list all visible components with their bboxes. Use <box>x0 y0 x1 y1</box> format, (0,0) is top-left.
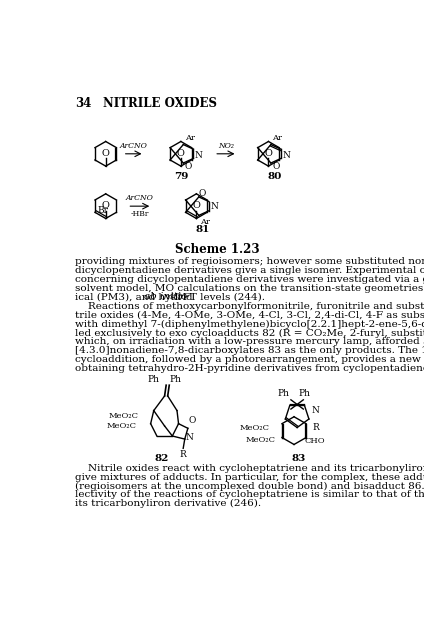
Text: providing mixtures of regioisomers; however some substituted norbornene and: providing mixtures of regioisomers; howe… <box>75 257 424 266</box>
Text: Ph: Ph <box>298 389 311 398</box>
Text: O: O <box>189 416 196 425</box>
Text: O: O <box>102 201 110 210</box>
Text: trile oxides (4-Me, 4-OMe, 3-OMe, 4-Cl, 3-Cl, 2,4-di-Cl, 4-F as substituents): trile oxides (4-Me, 4-OMe, 3-OMe, 4-Cl, … <box>75 311 424 320</box>
Text: N: N <box>195 152 203 161</box>
Text: its tricarbonyliron derivative (246).: its tricarbonyliron derivative (246). <box>75 499 261 508</box>
Text: 34: 34 <box>75 97 91 110</box>
Text: NO₂: NO₂ <box>218 142 234 150</box>
Text: O: O <box>192 201 200 210</box>
Text: Ar: Ar <box>273 134 282 142</box>
Text: solvent model, MO calculations on the transition-state geometries at semiempir-: solvent model, MO calculations on the tr… <box>75 284 424 292</box>
Text: R: R <box>180 450 187 459</box>
Text: give mixtures of adducts. In particular, for the complex, these adducts are 84, : give mixtures of adducts. In particular,… <box>75 472 424 481</box>
Text: 80: 80 <box>268 172 282 181</box>
Text: N: N <box>186 433 193 442</box>
Text: led exclusively to exo cycloadducts 82 (R = CO₂Me, 2-furyl, substituted phenyl),: led exclusively to exo cycloadducts 82 (… <box>75 328 424 338</box>
Text: 83: 83 <box>292 454 306 463</box>
Text: obtaining tetrahydro-2H-pyridine derivatives from cyclopentadiene (245).: obtaining tetrahydro-2H-pyridine derivat… <box>75 364 424 373</box>
Text: Ph: Ph <box>169 374 181 383</box>
Text: O: O <box>198 189 206 198</box>
Text: MeO₂C: MeO₂C <box>107 422 137 430</box>
Text: N: N <box>311 406 319 415</box>
Text: 81: 81 <box>195 225 210 234</box>
Text: CHO: CHO <box>305 437 326 445</box>
Text: MeO₂C: MeO₂C <box>245 436 276 444</box>
Text: which, on irradiation with a low-pressure mercury lamp, afforded 3-azabicyclo: which, on irradiation with a low-pressur… <box>75 337 424 346</box>
Text: Reactions of methoxycarbonylformonitrile, furonitrile and substituted benzoni-: Reactions of methoxycarbonylformonitrile… <box>75 302 424 311</box>
Text: O: O <box>265 148 272 157</box>
Text: O: O <box>177 148 185 157</box>
Text: ArCNO: ArCNO <box>120 142 148 150</box>
Text: MeO₂C: MeO₂C <box>108 412 138 420</box>
Text: lectivity of the reactions of cycloheptatriene is similar to that of the reactio: lectivity of the reactions of cyclohepta… <box>75 490 424 499</box>
Text: 79: 79 <box>174 172 188 181</box>
Text: dicyclopentadiene derivatives give a single isomer. Experimental observations: dicyclopentadiene derivatives give a sin… <box>75 266 424 275</box>
Text: [4.3.0]nonadiene-7,8-dicarboxylates 83 as the only products. The 1,3-dipolar: [4.3.0]nonadiene-7,8-dicarboxylates 83 a… <box>75 346 424 355</box>
Text: Br: Br <box>97 206 108 215</box>
Text: ArCNO: ArCNO <box>126 195 154 202</box>
Text: Scheme 1.23: Scheme 1.23 <box>175 243 259 256</box>
Text: Ph: Ph <box>148 374 160 383</box>
Text: concerning dicyclopentadiene derivatives were investigated via a gas phase and: concerning dicyclopentadiene derivatives… <box>75 275 424 284</box>
Text: O: O <box>272 163 279 172</box>
Text: with dimethyl 7-(diphenylmethylene)bicyclo[2.2.1]hept-2-ene-5,6-dicarboxylate: with dimethyl 7-(diphenylmethylene)bicyc… <box>75 320 424 329</box>
Text: NITRILE OXIDES: NITRILE OXIDES <box>103 97 218 110</box>
Text: MeO₂C: MeO₂C <box>239 424 269 431</box>
Text: 82: 82 <box>154 454 169 463</box>
Text: Nitrile oxides react with cycloheptatriene and its tricarbonyliron complex to: Nitrile oxides react with cycloheptatrie… <box>75 464 424 473</box>
Text: ab initio: ab initio <box>144 292 187 301</box>
Text: -DFT levels (244).: -DFT levels (244). <box>171 292 265 301</box>
Text: R: R <box>312 423 319 432</box>
Text: cycloaddition, followed by a photorearrangement, provides a new method for: cycloaddition, followed by a photorearra… <box>75 355 424 364</box>
Text: Ar: Ar <box>201 218 210 227</box>
Text: (regioisomers at the uncomplexed double bond) and bisadduct 86. The regiose-: (regioisomers at the uncomplexed double … <box>75 481 424 490</box>
Text: Ph: Ph <box>277 389 289 398</box>
Text: N: N <box>282 152 290 161</box>
Text: Ar: Ar <box>185 134 195 142</box>
Text: N: N <box>210 202 218 211</box>
Text: ical (PM3), and hybrid: ical (PM3), and hybrid <box>75 292 195 301</box>
Text: O: O <box>102 148 110 157</box>
Text: -HBr: -HBr <box>131 210 149 218</box>
Text: O: O <box>184 163 192 172</box>
